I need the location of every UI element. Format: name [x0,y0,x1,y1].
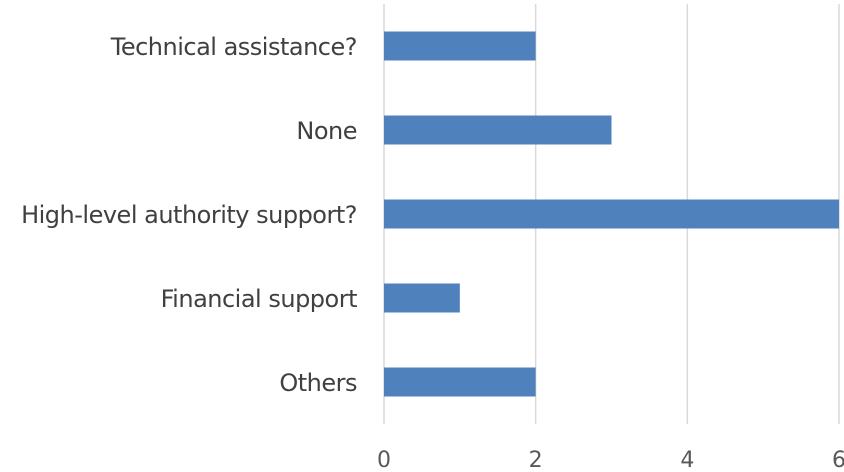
category-label: Financial support [161,285,357,313]
bar [384,115,612,145]
category-label: Others [279,369,357,397]
category-label: None [296,117,357,145]
bar [384,31,536,61]
category-label: Technical assistance? [110,33,357,61]
x-tick-label: 0 [377,448,391,472]
x-tick-labels: 0 2 4 6 [377,448,844,472]
category-label: High-level authority support? [21,201,357,229]
bars [384,31,839,397]
bar [384,283,460,313]
bar [384,199,839,229]
x-tick-label: 6 [832,448,844,472]
x-tick-label: 4 [680,448,694,472]
category-labels: Technical assistance? None High-level auth… [21,33,357,397]
bar [384,367,536,397]
x-tick-label: 2 [529,448,543,472]
